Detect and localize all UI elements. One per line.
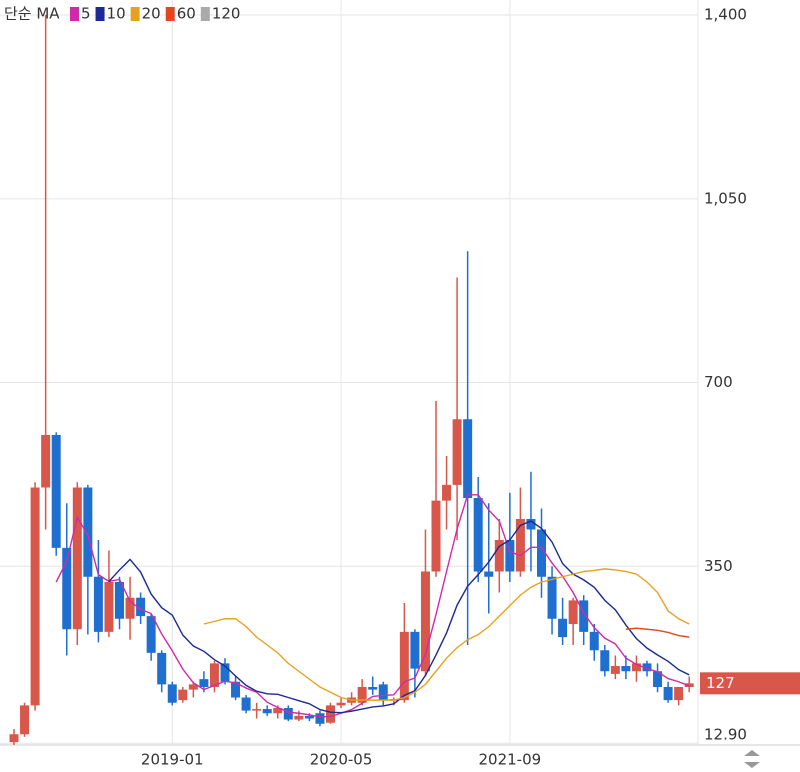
last-price-box <box>700 672 800 695</box>
legend-label: 20 <box>142 5 161 23</box>
candle-body <box>452 419 462 485</box>
legend-swatch <box>95 7 105 21</box>
candle-body <box>304 715 314 719</box>
x-tick-label: 2020-05 <box>310 751 373 769</box>
candle-body <box>115 582 124 619</box>
y-tick-label: 700 <box>704 373 733 391</box>
x-tick-label: 2021-09 <box>479 751 542 769</box>
last-price-label: 127 <box>706 674 735 692</box>
candle-body <box>72 487 82 630</box>
candle-body <box>146 616 156 653</box>
candle-body <box>326 705 335 723</box>
legend-swatch <box>130 7 140 21</box>
candle-body <box>526 519 536 530</box>
legend-label: 120 <box>212 5 241 23</box>
candle-body <box>357 687 367 703</box>
candle-body <box>294 715 304 720</box>
candle-body <box>505 540 515 572</box>
candle-body <box>473 498 483 572</box>
x-tick-label: 2019-01 <box>141 751 204 769</box>
candle-body <box>442 484 452 501</box>
candle-body <box>273 708 283 714</box>
y-tick-label: 12.90 <box>704 726 747 744</box>
candle-body <box>188 684 198 690</box>
y-tick-label: 1,400 <box>704 6 747 24</box>
candle-body <box>93 576 103 632</box>
legend-swatch <box>165 7 175 21</box>
candle-body <box>157 652 167 685</box>
legend-label: 60 <box>177 5 196 23</box>
candle-body <box>463 419 473 498</box>
ma-line <box>55 494 690 718</box>
candle-body <box>125 597 135 619</box>
candle-body <box>231 681 241 698</box>
candle-body <box>83 487 93 577</box>
candle-body <box>494 540 504 572</box>
candle-body <box>431 500 441 572</box>
candle-body <box>51 435 61 548</box>
plot-area <box>0 0 698 745</box>
ma-line <box>108 520 690 714</box>
candle-body <box>558 618 568 638</box>
candle-body <box>104 582 114 632</box>
candle-body <box>20 705 30 735</box>
candle-body <box>283 708 293 720</box>
sort-icon[interactable] <box>744 750 760 768</box>
y-tick-label: 350 <box>704 557 733 575</box>
ma-line <box>203 568 690 701</box>
candle-body <box>336 702 346 706</box>
candle-body <box>399 631 409 701</box>
candle-body <box>262 709 272 714</box>
candle-body <box>537 529 546 577</box>
candle-body <box>589 631 599 651</box>
y-tick-label: 1,050 <box>704 189 747 207</box>
candle-body <box>9 734 19 743</box>
candle-body <box>136 597 146 617</box>
candle-body <box>252 709 262 711</box>
legend-label: 5 <box>81 5 91 23</box>
candle-body <box>621 666 631 672</box>
candle-body <box>220 663 230 682</box>
legend-label: 10 <box>107 5 126 23</box>
candle-body <box>368 687 378 690</box>
legend-title: 단순 MA <box>4 5 60 23</box>
candle-body <box>484 571 494 577</box>
legend-swatch <box>70 7 79 21</box>
candle-body <box>674 687 684 701</box>
candle-body <box>62 547 72 630</box>
candle-body <box>568 600 578 624</box>
ma-line <box>625 627 690 638</box>
candle-body <box>420 571 430 672</box>
candle-body <box>378 684 388 701</box>
candle-body <box>209 663 219 687</box>
candle-body <box>610 666 620 674</box>
candle-body <box>410 631 420 669</box>
candle-body <box>315 713 325 724</box>
candle-body <box>547 576 557 619</box>
candle-body <box>579 600 589 632</box>
candle-body <box>167 684 177 703</box>
candle-body <box>199 679 209 687</box>
candle-body <box>653 671 663 687</box>
candle-body <box>663 687 673 701</box>
candle-body <box>600 650 610 672</box>
legend-swatch <box>200 7 210 21</box>
candle-body <box>642 663 652 672</box>
candle-body <box>684 683 694 687</box>
candle-body <box>178 689 188 701</box>
candle-body <box>515 519 525 572</box>
candle-body <box>41 435 51 488</box>
candle-body <box>631 663 641 672</box>
candle-body <box>30 487 40 706</box>
candle-body <box>241 697 251 711</box>
